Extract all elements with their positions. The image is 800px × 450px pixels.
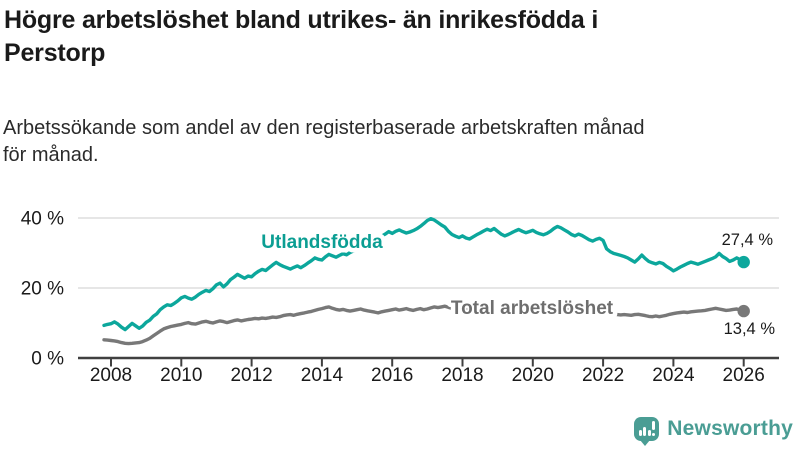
x-axis-tick-label: 2024 xyxy=(652,365,695,386)
x-axis-tick-label: 2010 xyxy=(160,365,202,386)
series-line-utlandsfodda xyxy=(102,216,746,332)
speech-bubble-tail xyxy=(640,440,651,446)
series-end-dot xyxy=(737,304,750,318)
page-title: Högre arbetslöshet bland utrikes- än inr… xyxy=(4,4,598,70)
x-axis-tick-label: 2014 xyxy=(301,365,344,386)
series-end-value-label: 27,4 % xyxy=(722,231,774,249)
bar-chart-speech-bubble-icon xyxy=(634,417,660,446)
x-axis-tick-label: 2016 xyxy=(371,365,413,386)
series-end-dot xyxy=(737,255,750,269)
x-axis-tick-label: 2026 xyxy=(723,365,765,386)
x-axis-tick-label: 2008 xyxy=(90,365,132,386)
subtitle-line-2: för månad. xyxy=(3,144,99,166)
y-axis-tick-label: 40 % xyxy=(21,209,64,230)
chart-subtitle: Arbetssökande som andel av den registerb… xyxy=(3,115,645,169)
x-axis-tick-label: 2020 xyxy=(512,365,554,386)
newsworthy-logo-text: Newsworthy xyxy=(667,417,793,440)
title-line-2: Perstorp xyxy=(4,39,106,67)
y-axis-tick-label: 0 % xyxy=(31,349,64,370)
x-axis-tick-label: 2012 xyxy=(230,365,272,386)
newsworthy-logo: Newsworthy xyxy=(634,417,793,446)
subtitle-line-1: Arbetssökande som andel av den registerb… xyxy=(3,117,645,139)
series-line-total xyxy=(102,304,746,346)
title-line-1: Högre arbetslöshet bland utrikes- än inr… xyxy=(4,6,599,34)
series-end-value-label: 13,4 % xyxy=(724,320,776,338)
x-axis-tick-label: 2022 xyxy=(582,365,624,386)
y-axis-tick-label: 20 % xyxy=(21,279,64,300)
series-label: Total arbetslöshet xyxy=(451,298,614,319)
series-label: Utlandsfödda xyxy=(261,232,383,253)
x-axis-tick-label: 2018 xyxy=(441,365,483,386)
